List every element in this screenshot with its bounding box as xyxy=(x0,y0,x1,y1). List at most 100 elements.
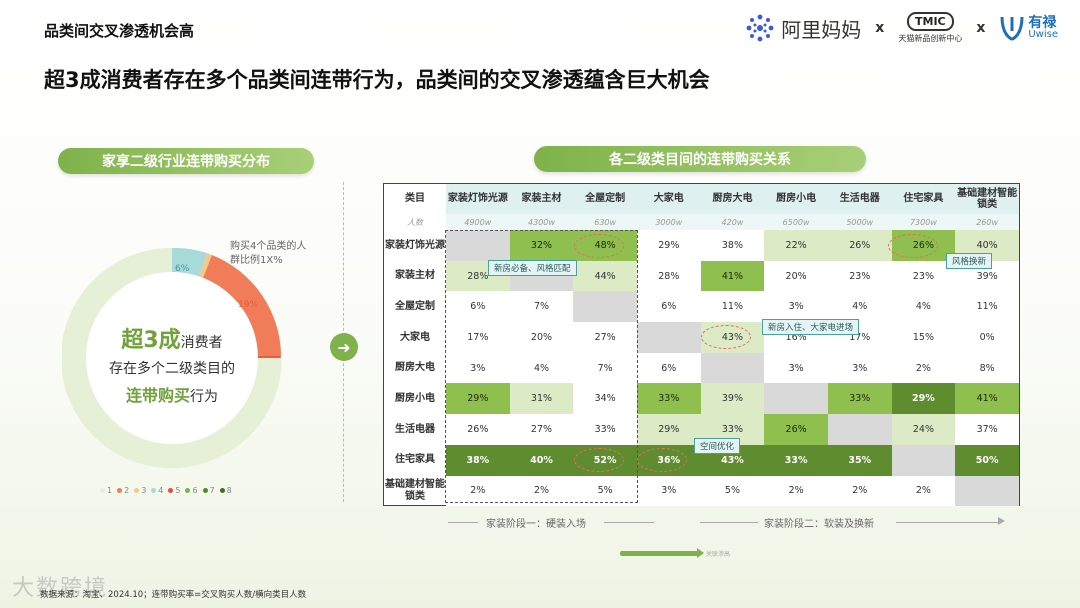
right-section-title: 各二级类目间的连带购买关系 xyxy=(534,146,866,172)
heatmap-cell: 33% xyxy=(636,383,701,415)
headline: 超3成消费者存在多个品类间连带行为，品类间的交叉渗透蕴含巨大机会 xyxy=(44,68,710,92)
heatmap-cell: 29% xyxy=(636,230,701,261)
legend-item: 8 xyxy=(219,486,232,495)
legend-dot xyxy=(134,488,140,493)
column-count: 7300w xyxy=(891,214,956,230)
heatmap-cell: 28% xyxy=(636,260,701,292)
column-header: 家装主材 xyxy=(509,184,574,214)
heatmap-cell: 6% xyxy=(446,291,510,323)
heatmap-cell: 24% xyxy=(891,414,956,445)
column-count: 260w xyxy=(955,214,1019,230)
arrow-right-icon: ➜ xyxy=(330,333,358,361)
column-count: 4900w xyxy=(446,214,510,230)
legend-item: 3 xyxy=(134,486,146,495)
uwise-en: Uwise xyxy=(1028,29,1058,40)
table-row: 大家电 17% 20% 27% 43% 16% 17% 15% 0% xyxy=(384,322,1019,353)
column-count: 420w xyxy=(700,214,765,230)
count-label: 人数 xyxy=(407,217,423,227)
row-label: 基础建材智能锁类 xyxy=(385,479,445,502)
donut-center-text: 超3成消费者 存在多个二级类目的 连带购买行为 xyxy=(62,322,282,406)
stage1-label: 家装阶段一：硬装入场 xyxy=(486,519,586,530)
row-label: 厨房小电 xyxy=(395,393,435,405)
table-row: 厨房大电 3% 4% 7% 6% 3% 3% 2% 8% xyxy=(384,352,1019,384)
table-row: 基础建材智能锁类 2% 2% 5% 3% 5% 2% 2% 2% xyxy=(384,475,1019,507)
legend-label: 3 xyxy=(141,486,147,495)
column-count: 6500w xyxy=(764,214,828,230)
heatmap-cell: 15% xyxy=(891,322,956,353)
center-big: 超3成 xyxy=(121,328,181,353)
heatmap-cell: 20% xyxy=(509,322,574,353)
heatmap-cell xyxy=(636,322,701,353)
heatmap-cell: 2% xyxy=(827,475,892,507)
heatmap-cell: 4% xyxy=(827,291,892,323)
column-header: 全屋定制 xyxy=(573,184,637,214)
donut-hole xyxy=(86,272,258,444)
heatmap-cell: 32% xyxy=(509,230,574,261)
heatmap-cell: 2% xyxy=(891,475,956,507)
heatmap-cell xyxy=(891,444,956,476)
legend-label: 1 xyxy=(107,486,113,495)
logo-separator: x xyxy=(976,20,986,36)
column-header: 住宅家具 xyxy=(891,184,956,214)
heatmap-cell: 44% xyxy=(573,260,637,292)
heatmap-cell xyxy=(446,230,510,261)
center-line3: 行为 xyxy=(190,389,218,405)
heatmap-cell: 2% xyxy=(891,352,956,384)
row-label: 家装主材 xyxy=(395,270,435,282)
heatmap-cell: 0% xyxy=(955,322,1019,353)
heatmap-cell: 17% xyxy=(827,322,892,353)
heatmap-cell: 5% xyxy=(700,475,765,507)
heatmap-cell: 7% xyxy=(573,352,637,384)
stage2-label: 家装阶段二：软装及换新 xyxy=(764,519,874,530)
stage-line xyxy=(604,522,654,523)
heatmap-cell: 26% xyxy=(764,414,828,445)
legend-label: 5 xyxy=(175,486,181,495)
heatmap-cell: 22% xyxy=(764,230,828,261)
row-label: 大家电 xyxy=(400,331,430,343)
row-label: 厨房大电 xyxy=(395,362,435,374)
page-title: 品类间交叉渗透机会高 xyxy=(44,22,195,40)
stage-line xyxy=(448,522,478,523)
alimama-text: 阿里妈妈 xyxy=(781,17,862,42)
legend-dot xyxy=(117,488,123,493)
row-label: 家装灯饰光源 xyxy=(385,239,445,251)
uwise-cn: 有禄 xyxy=(1028,15,1057,31)
column-header: 厨房大电 xyxy=(700,184,765,214)
heatmap-cell: 34% xyxy=(573,383,637,415)
center-line2: 存在多个二级类目的 xyxy=(109,361,235,377)
heatmap-cell: 29% xyxy=(891,383,956,415)
heatmap-cell: 3% xyxy=(446,352,510,384)
stage-arrowhead xyxy=(998,517,1005,525)
legend-label: 7 xyxy=(209,486,215,495)
heatmap-cell: 23% xyxy=(827,260,892,292)
uwise-icon xyxy=(1000,16,1024,41)
heatmap-cell: 3% xyxy=(636,475,701,507)
column-header: 厨房小电 xyxy=(764,184,828,214)
heatmap-cell xyxy=(700,352,765,384)
heatmap-cell: 6% xyxy=(636,291,701,323)
legend-item: 6 xyxy=(185,486,198,495)
footer-source: 数据来源：淘宝、2024.10；连带购买率=交叉购买人数/横向类目人数 xyxy=(40,590,307,600)
tmic-subtitle: 天猫新品创新中心 xyxy=(898,34,963,43)
center-highlight: 连带购买 xyxy=(125,386,190,405)
heatmap-cell: 38% xyxy=(446,444,510,476)
heatmap-cell: 3% xyxy=(764,352,828,384)
heatmap-cell: 3% xyxy=(827,352,892,384)
table-row: 家装主材 28% 44% 28% 41% 20% 23% 23% 39% xyxy=(384,260,1019,292)
tmic-logo: TMIC 天猫新品创新中心 xyxy=(898,12,962,44)
heatmap-cell: 27% xyxy=(573,322,637,353)
logo-separator: x xyxy=(875,20,885,36)
column-header: 基础建材智能锁类 xyxy=(955,184,1019,214)
heatmap-cell xyxy=(955,475,1019,507)
watermark: 大数跨境 xyxy=(12,576,109,601)
heatmap-cell: 2% xyxy=(446,475,510,507)
callout-line xyxy=(258,356,280,358)
column-count: 3000w xyxy=(636,214,701,230)
legend-label: 2 xyxy=(124,486,130,495)
legend-dot xyxy=(168,488,174,493)
heatmap-cell: 6% xyxy=(636,352,701,384)
heatmap-cell: 23% xyxy=(891,260,956,292)
heatmap-cell xyxy=(827,414,892,445)
heatmap-cell: 26% xyxy=(827,230,892,261)
heatmap-cell: 8% xyxy=(955,352,1019,384)
